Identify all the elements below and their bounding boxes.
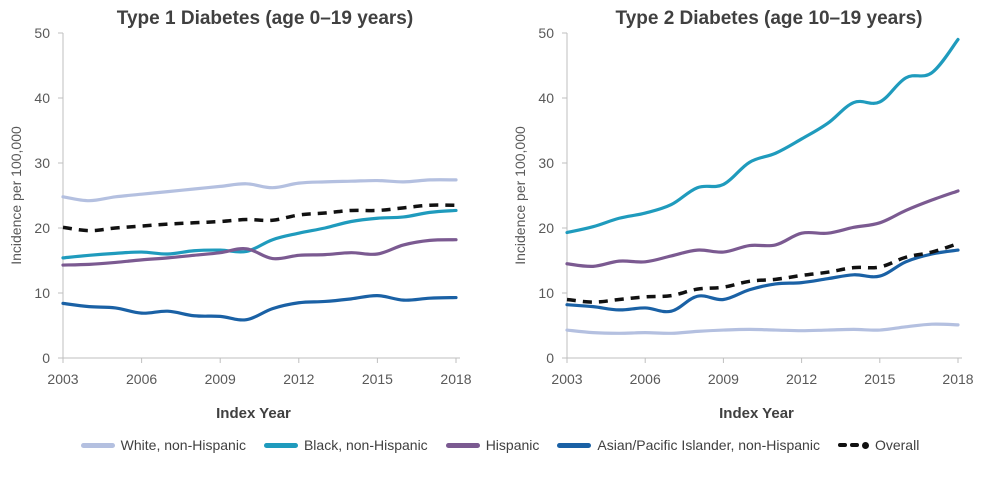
legend-swatch-white xyxy=(80,442,115,448)
legend-swatch-black xyxy=(263,442,298,448)
type1-series-line-white xyxy=(61,178,458,203)
type1-y-tick-label-50: 50 xyxy=(34,25,50,41)
legend-item-hispanic: Hispanic xyxy=(445,437,540,453)
legend-item-white: White, non-Hispanic xyxy=(80,437,246,453)
type1-series-line-asian xyxy=(61,293,458,322)
type2-series-line-overall xyxy=(566,241,959,304)
type1-y-tick-label-40: 40 xyxy=(34,90,50,106)
type2-x-axis-label: Index Year xyxy=(719,405,794,422)
legend-swatch-asian xyxy=(557,442,592,448)
type2-y-tick-label-50: 50 xyxy=(538,25,554,41)
type2-x-tick-label-2003: 2003 xyxy=(551,371,582,387)
type1-y-tick-label-30: 30 xyxy=(34,155,50,171)
legend-label-black: Black, non-Hispanic xyxy=(303,437,428,453)
type1-x-tick-label-2003: 2003 xyxy=(47,371,78,387)
type1-y-tick-label-20: 20 xyxy=(34,220,50,236)
type2-y-tick-label-0: 0 xyxy=(546,350,554,366)
type1-series-line-overall xyxy=(62,203,457,233)
type2-x-tick-label-2009: 2009 xyxy=(708,371,739,387)
type2-x-tick-label-2006: 2006 xyxy=(630,371,661,387)
type1-y-tick-label-10: 10 xyxy=(34,285,50,301)
legend-label-white: White, non-Hispanic xyxy=(120,437,246,453)
type2-y-axis-label: Incidence per 100,000 xyxy=(512,126,528,265)
chart-legend: White, non-Hispanic Black, non-Hispanic … xyxy=(0,430,1000,460)
type1-series-line-hispanic xyxy=(61,238,458,267)
legend-item-black: Black, non-Hispanic xyxy=(263,437,428,453)
type2-y-tick-label-40: 40 xyxy=(538,90,554,106)
type1-x-tick-label-2006: 2006 xyxy=(126,371,157,387)
legend-item-asian: Asian/Pacific Islander, non-Hispanic xyxy=(557,437,820,453)
type2-series-line-asian xyxy=(565,248,960,314)
type2-series-line-hispanic xyxy=(565,189,960,268)
type2-series-line-black xyxy=(565,37,960,235)
legend-swatch-overall xyxy=(837,441,869,449)
type1-x-tick-label-2012: 2012 xyxy=(283,371,314,387)
type2-chart-panel: Type 2 Diabetes (age 10–19 years) 0 10 20 30… xyxy=(512,8,974,422)
type2-x-tick-label-2015: 2015 xyxy=(864,371,895,387)
type2-series-line-white xyxy=(565,322,960,335)
type2-y-tick-label-20: 20 xyxy=(538,220,554,236)
type2-x-tick-label-2012: 2012 xyxy=(786,371,817,387)
type1-series-line-black xyxy=(61,208,458,260)
type1-y-axis-label: Incidence per 100,000 xyxy=(8,126,24,265)
type1-chart-title: Type 1 Diabetes (age 0–19 years) xyxy=(117,8,413,29)
legend-item-overall: Overall xyxy=(837,437,920,453)
legend-swatch-hispanic xyxy=(445,442,480,448)
type1-y-tick-label-0: 0 xyxy=(42,350,50,366)
legend-label-hispanic: Hispanic xyxy=(485,437,540,453)
type1-x-axis-label: Index Year xyxy=(216,405,291,422)
type2-y-tick-label-30: 30 xyxy=(538,155,554,171)
type2-chart-title: Type 2 Diabetes (age 10–19 years) xyxy=(616,8,923,29)
legend-label-overall: Overall xyxy=(874,437,920,453)
type1-x-tick-label-2015: 2015 xyxy=(362,371,393,387)
type2-x-tick-label-2018: 2018 xyxy=(942,371,973,387)
type1-x-tick-label-2009: 2009 xyxy=(205,371,236,387)
type2-y-tick-label-10: 10 xyxy=(538,285,554,301)
type1-x-tick-label-2018: 2018 xyxy=(440,371,471,387)
type1-chart-panel: Type 1 Diabetes (age 0–19 years) 0 10 20 30 4… xyxy=(8,8,472,422)
charts-canvas: Type 1 Diabetes (age 0–19 years) 0 10 20 30 4… xyxy=(8,8,974,422)
legend-label-asian: Asian/Pacific Islander, non-Hispanic xyxy=(597,437,820,453)
